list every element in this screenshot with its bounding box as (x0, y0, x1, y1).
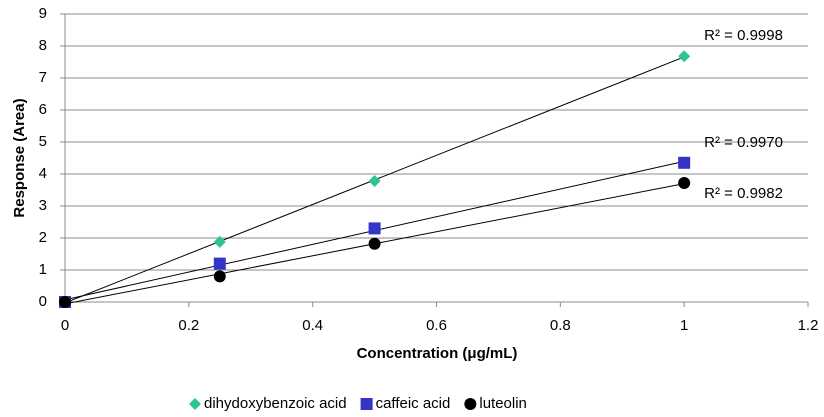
x-axis-title: Concentration (μg/mL) (357, 345, 518, 362)
x-tick-label: 0.2 (178, 317, 199, 334)
x-tick-label: 1.2 (798, 317, 819, 334)
point (213, 257, 226, 270)
point (678, 50, 691, 63)
legend-marker (360, 398, 373, 410)
r-squared-label: R² = 0.9982 (704, 185, 783, 202)
legend-marker (464, 398, 477, 410)
legend-label: luteolin (479, 395, 527, 412)
point (59, 296, 71, 308)
x-tick-label: 0 (61, 317, 69, 334)
point (368, 175, 381, 188)
y-tick-label: 0 (39, 293, 47, 310)
x-tick-label: 1 (680, 317, 688, 334)
y-axis-title: Response (Area) (11, 98, 28, 217)
legend-label: caffeic acid (376, 395, 451, 412)
point (678, 176, 691, 189)
x-tick-label: 0.6 (426, 317, 447, 334)
legend-marker (189, 398, 201, 410)
x-tick-label: 0.8 (550, 317, 571, 334)
point (213, 235, 226, 248)
point (368, 222, 381, 235)
y-tick-label: 1 (39, 261, 47, 278)
point (213, 270, 226, 283)
legend-label: dihydoxybenzoic acid (204, 395, 347, 412)
y-tick-label: 6 (39, 101, 47, 118)
point (368, 237, 381, 250)
point (678, 156, 691, 169)
y-tick-label: 2 (39, 229, 47, 246)
y-tick-label: 8 (39, 37, 47, 54)
y-tick-label: 3 (39, 197, 47, 214)
y-tick-label: 9 (39, 5, 47, 22)
y-tick-label: 7 (39, 69, 47, 86)
y-tick-label: 4 (39, 165, 47, 182)
x-tick-label: 0.4 (302, 317, 323, 334)
y-tick-label: 5 (39, 133, 47, 150)
r-squared-label: R² = 0.9998 (704, 27, 783, 44)
r-squared-label: R² = 0.9970 (704, 134, 783, 151)
